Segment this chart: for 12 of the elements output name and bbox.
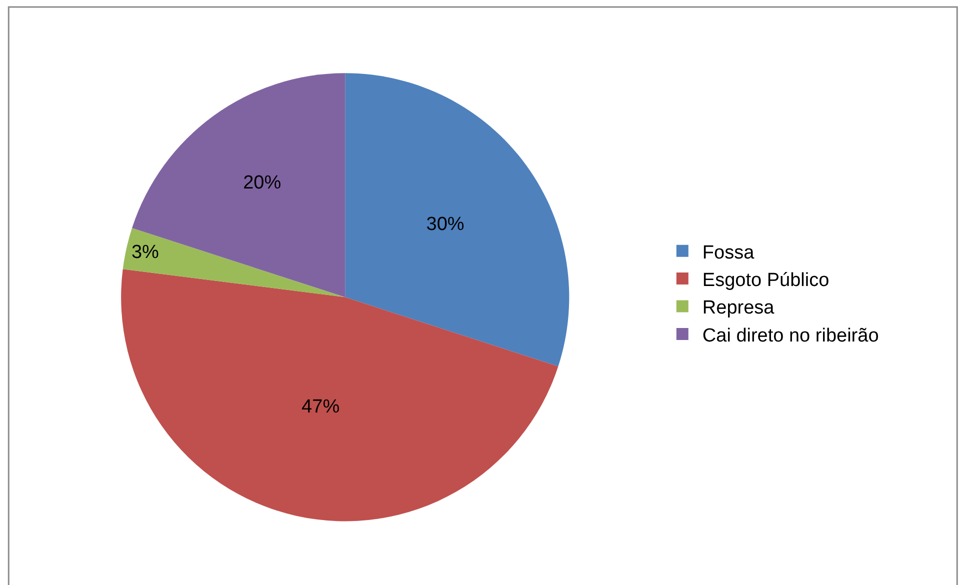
pie-slice	[345, 73, 569, 366]
data-label: 3%	[131, 242, 160, 264]
pie-slice	[122, 228, 346, 298]
data-label: 20%	[243, 172, 282, 194]
pie-slice	[132, 73, 346, 298]
legend-label: Cai direto no ribeirão	[702, 325, 879, 346]
pie-slice	[121, 269, 558, 522]
legend-label: Fossa	[702, 242, 755, 264]
legend-label: Represa	[702, 298, 775, 319]
data-label: 30%	[426, 214, 464, 235]
data-label: 47%	[302, 396, 340, 418]
legend-label: Esgoto Público	[702, 270, 830, 291]
